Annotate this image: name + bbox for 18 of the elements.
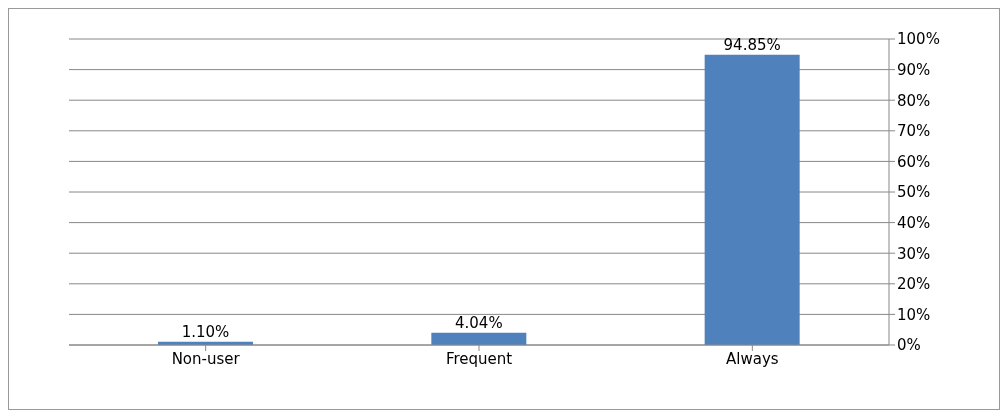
y-tick-label: 70%: [897, 122, 931, 141]
y-tick-label: 50%: [897, 183, 931, 202]
y-tick-label: 90%: [897, 60, 931, 79]
y-tick-label: 0%: [897, 336, 921, 355]
data-label: 1.10%: [181, 322, 230, 341]
data-label: 94.85%: [723, 35, 781, 54]
bar: [704, 54, 800, 345]
x-tick-label: Non-user: [171, 349, 241, 368]
data-label: 4.04%: [455, 313, 503, 332]
y-tick-label: 40%: [897, 213, 931, 232]
y-tick-label: 10%: [897, 305, 931, 324]
y-tick-label: 30%: [897, 244, 931, 263]
x-tick-label: Frequent: [445, 349, 513, 368]
y-tick-label: 20%: [897, 275, 931, 294]
y-tick-label: 80%: [897, 91, 931, 110]
x-tick-label: Always: [726, 349, 779, 368]
y-tick-label: 100%: [897, 30, 940, 49]
y-tick-label: 60%: [897, 152, 931, 171]
